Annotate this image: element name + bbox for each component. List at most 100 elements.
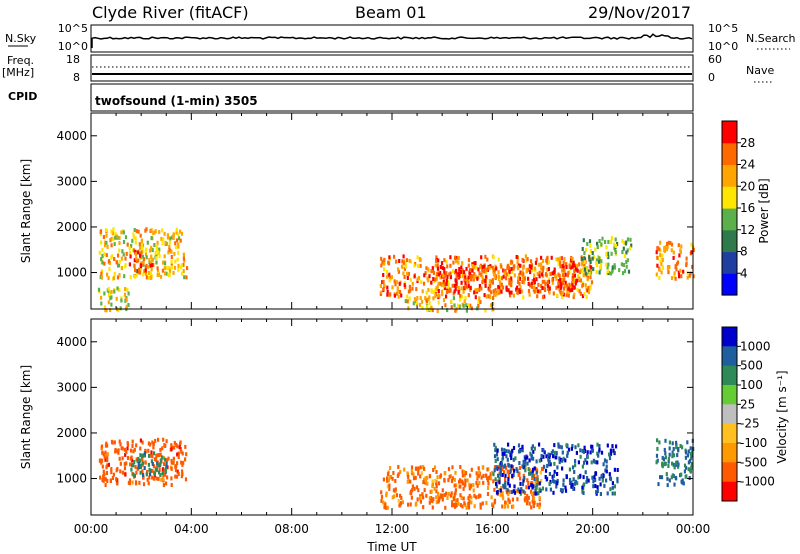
- heatmap-cell: [422, 480, 425, 485]
- heatmap-cell: [453, 303, 456, 308]
- heatmap-cell: [145, 255, 148, 260]
- heatmap-cell: [579, 291, 582, 296]
- heatmap-cell: [381, 280, 384, 285]
- heatmap-cell: [516, 255, 519, 260]
- colorbar-tick-label: 28: [740, 136, 755, 150]
- heatmap-cell: [495, 465, 498, 470]
- heatmap-cell: [455, 274, 458, 279]
- heatmap-cell: [505, 490, 508, 495]
- heatmap-cell: [592, 479, 595, 484]
- heatmap-cell: [548, 455, 551, 460]
- heatmap-cell: [616, 468, 619, 472]
- heatmap-cell: [445, 491, 448, 496]
- heatmap-cell: [520, 289, 523, 294]
- heatmap-cell: [496, 448, 499, 453]
- heatmap-cell: [389, 276, 392, 281]
- heatmap-cell: [397, 294, 400, 299]
- heatmap-cell: [441, 497, 444, 502]
- heatmap-cell: [682, 481, 685, 486]
- heatmap-cell: [508, 483, 511, 488]
- heatmap-cell: [621, 250, 624, 255]
- heatmap-cell: [181, 469, 184, 474]
- heatmap-cell: [428, 500, 431, 505]
- heatmap-cell: [428, 300, 431, 305]
- heatmap-cell: [566, 453, 569, 458]
- heatmap-cell: [533, 500, 536, 505]
- heatmap-cell: [435, 258, 438, 263]
- heatmap-cell: [498, 280, 502, 285]
- heatmap-cell: [162, 237, 165, 242]
- heatmap-cell: [672, 447, 675, 451]
- heatmap-cell: [522, 465, 525, 470]
- heatmap-cell: [661, 464, 664, 469]
- heatmap-cell: [99, 275, 102, 280]
- heatmap-cell: [380, 290, 383, 295]
- heatmap-cell: [490, 279, 493, 284]
- heatmap-cell: [388, 483, 391, 488]
- heatmap-cell: [505, 285, 508, 290]
- heatmap-cell: [492, 479, 495, 484]
- heatmap-cell: [125, 461, 128, 466]
- heatmap-cell: [440, 282, 443, 287]
- heatmap-cell: [685, 256, 688, 261]
- heatmap-cell: [530, 483, 533, 488]
- heatmap-cell: [152, 464, 155, 469]
- heatmap-cell: [497, 270, 500, 275]
- heatmap-cell: [523, 490, 527, 495]
- heatmap-cell: [664, 438, 667, 443]
- heatmap-cell: [508, 277, 511, 282]
- heatmap-cell: [148, 475, 151, 480]
- heatmap-cell: [462, 496, 465, 501]
- heatmap-cell: [451, 500, 454, 505]
- heatmap-cell: [656, 263, 659, 268]
- heatmap-cell: [615, 444, 618, 449]
- heatmap-cell: [493, 468, 496, 473]
- heatmap-cell: [613, 263, 616, 268]
- heatmap-cell: [182, 460, 185, 465]
- heatmap-cell: [595, 258, 598, 263]
- heatmap-cell: [537, 289, 540, 294]
- heatmap-cell: [144, 448, 147, 453]
- heatmap-cell: [435, 286, 438, 291]
- heatmap-cell: [573, 292, 576, 297]
- heatmap-cell: [463, 299, 466, 304]
- heatmap-cell: [403, 266, 407, 271]
- heatmap-cell: [567, 447, 571, 452]
- nsearch-tick-bottom: 10^0: [708, 40, 738, 53]
- heatmap-cell: [675, 460, 678, 465]
- heatmap-cell: [134, 240, 137, 245]
- heatmap-cell: [430, 269, 433, 274]
- heatmap-cell: [629, 237, 632, 242]
- heatmap-cell: [534, 485, 537, 490]
- heatmap-cell: [548, 286, 551, 291]
- heatmap-cell: [430, 305, 433, 310]
- heatmap-cell: [553, 450, 556, 455]
- heatmap-cell: [100, 460, 103, 465]
- heatmap-cell: [107, 259, 111, 264]
- heatmap-cell: [437, 281, 440, 286]
- heatmap-cell: [137, 229, 140, 234]
- heatmap-cell: [513, 484, 516, 489]
- heatmap-cell: [464, 284, 467, 289]
- heatmap-cell: [532, 449, 535, 454]
- heatmap-cell: [411, 281, 414, 286]
- heatmap-cell: [596, 245, 599, 249]
- heatmap-cell: [551, 277, 554, 282]
- heatmap-cell: [557, 281, 560, 286]
- heatmap-cell: [176, 257, 179, 262]
- heatmap-cell: [551, 271, 554, 276]
- heatmap-cell: [118, 236, 121, 240]
- heatmap-cell: [680, 274, 683, 279]
- heatmap-cell: [110, 470, 113, 475]
- heatmap-cell: [448, 272, 451, 277]
- heatmap-cell: [670, 276, 674, 281]
- heatmap-cell: [530, 453, 533, 458]
- heatmap-cell: [103, 261, 106, 266]
- heatmap-cell: [138, 242, 141, 247]
- heatmap-cell: [556, 293, 559, 298]
- heatmap-cell: [146, 477, 149, 482]
- heatmap-cell: [112, 276, 116, 281]
- heatmap-cell: [461, 473, 464, 478]
- heatmap-cell: [127, 291, 130, 296]
- heatmap-cell: [165, 464, 168, 469]
